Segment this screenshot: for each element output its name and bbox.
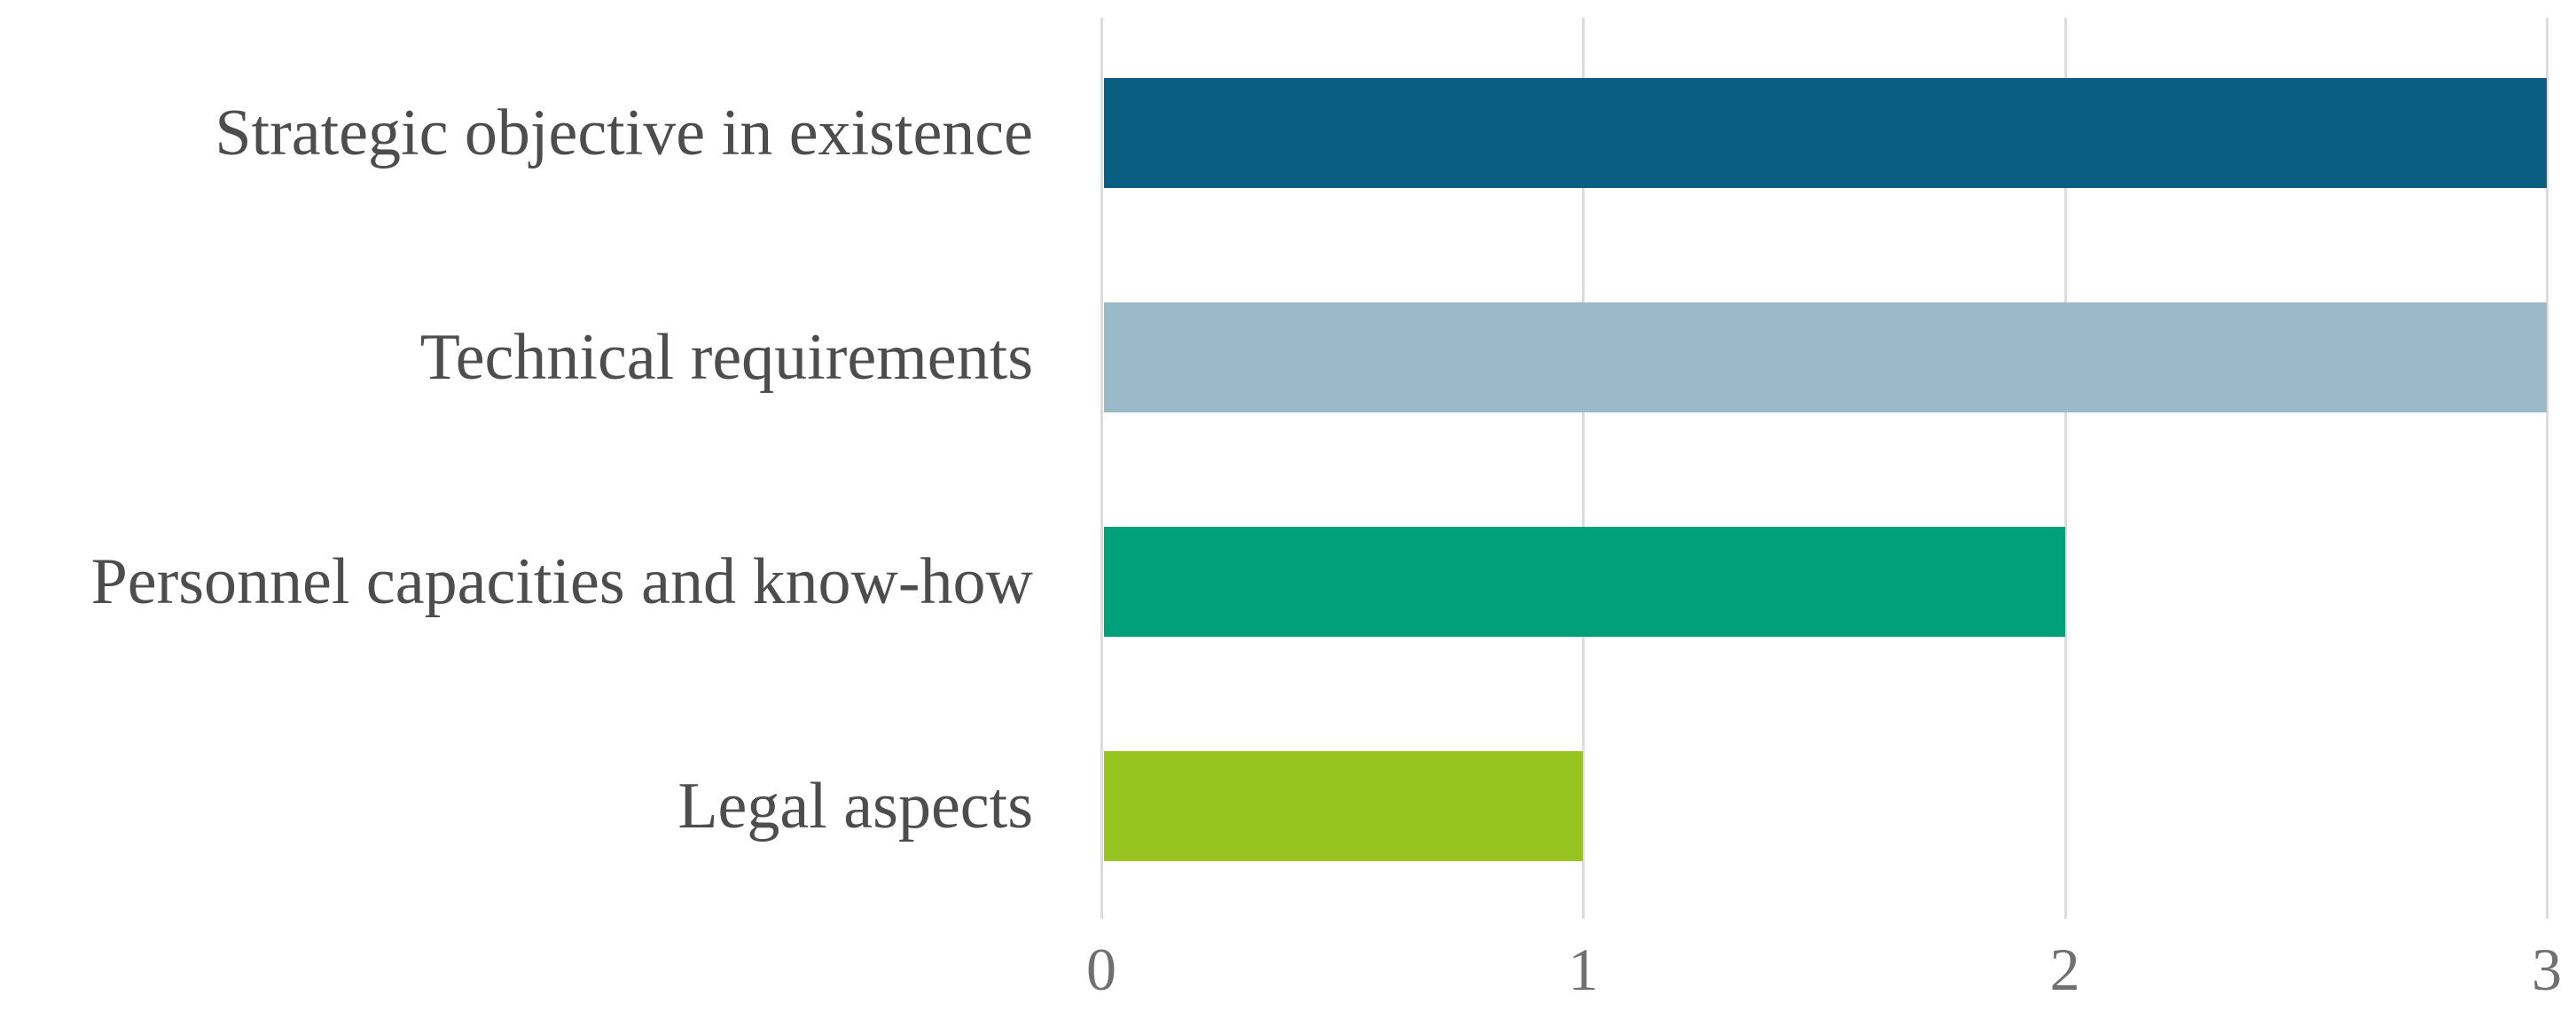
bar-0 (1104, 78, 2547, 188)
category-axis: Strategic objective in existence Technica… (0, 0, 1033, 1019)
gridline-x-0 (1100, 18, 1103, 919)
gridline-x-2 (2063, 18, 2067, 919)
x-tick-label-3: 3 (2532, 936, 2562, 1003)
x-tick-label-2: 2 (2049, 936, 2080, 1003)
x-tick-label-0: 0 (1086, 936, 1116, 1003)
bar-2 (1104, 527, 2065, 637)
category-label-2: Personnel capacities and know-how (90, 545, 1033, 618)
plot-area (1100, 18, 2549, 919)
x-axis: 0 1 2 3 (1086, 929, 2562, 1009)
category-label-0: Strategic objective in existence (215, 96, 1033, 169)
bar-1 (1104, 302, 2547, 412)
category-label-1: Technical requirements (419, 320, 1033, 394)
gridline-x-3 (2546, 18, 2549, 919)
category-label-3: Legal aspects (677, 769, 1033, 843)
gridline-x-1 (1582, 18, 1586, 919)
x-tick-label-1: 1 (1568, 936, 1599, 1003)
bar-3 (1104, 751, 1584, 861)
